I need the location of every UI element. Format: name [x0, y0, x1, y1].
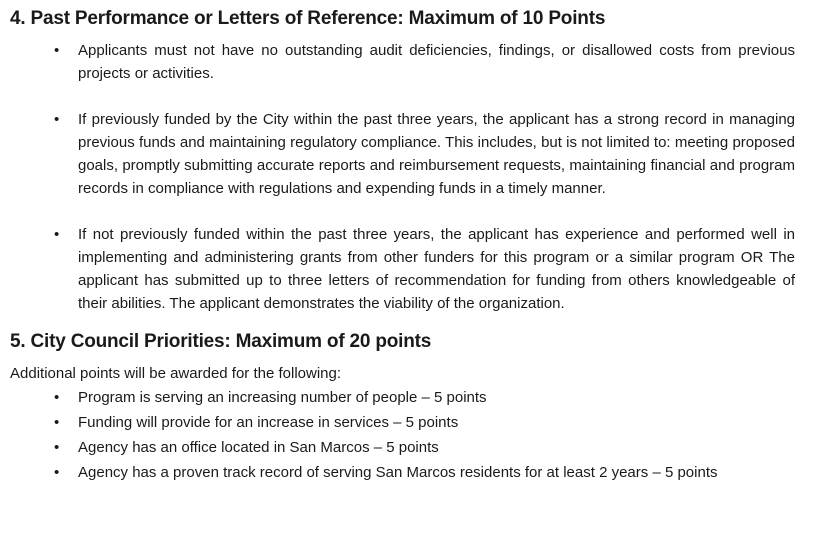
bullet-icon: •: [54, 111, 60, 128]
list-item: • If previously funded by the City withi…: [10, 108, 795, 200]
bullet-icon: •: [54, 439, 60, 456]
bullet-text: If not previously funded within the past…: [78, 226, 795, 312]
list-item: • Agency has an office located in San Ma…: [10, 435, 795, 460]
bullet-list: • Applicants must not have no outstandin…: [10, 39, 795, 315]
section-past-performance: 4. Past Performance or Letters of Refere…: [10, 6, 795, 315]
bullet-text: Funding will provide for an increase in …: [78, 414, 459, 431]
list-item: • Applicants must not have no outstandin…: [10, 39, 795, 85]
bullet-list: • Program is serving an increasing numbe…: [10, 385, 795, 485]
section-intro: Additional points will be awarded for th…: [10, 365, 342, 382]
section-heading: 5. City Council Priorities: Maximum of 2…: [10, 331, 432, 352]
list-item: • If not previously funded within the pa…: [10, 223, 795, 315]
bullet-text: Applicants must not have no outstanding …: [78, 42, 795, 82]
section-heading: 4. Past Performance or Letters of Refere…: [10, 8, 606, 29]
bullet-icon: •: [54, 414, 60, 431]
bullet-text: Agency has a proven track record of serv…: [78, 464, 718, 481]
bullet-text: Program is serving an increasing number …: [78, 389, 487, 406]
list-item: • Program is serving an increasing numbe…: [10, 385, 795, 410]
bullet-icon: •: [54, 464, 60, 481]
list-item: • Funding will provide for an increase i…: [10, 410, 795, 435]
bullet-text: Agency has an office located in San Marc…: [78, 439, 439, 456]
list-item: • Agency has a proven track record of se…: [10, 460, 795, 485]
bullet-icon: •: [54, 42, 60, 59]
bullet-icon: •: [54, 389, 60, 406]
bullet-icon: •: [54, 226, 60, 243]
section-city-council-priorities: 5. City Council Priorities: Maximum of 2…: [10, 329, 795, 485]
bullet-text: If previously funded by the City within …: [78, 111, 795, 197]
